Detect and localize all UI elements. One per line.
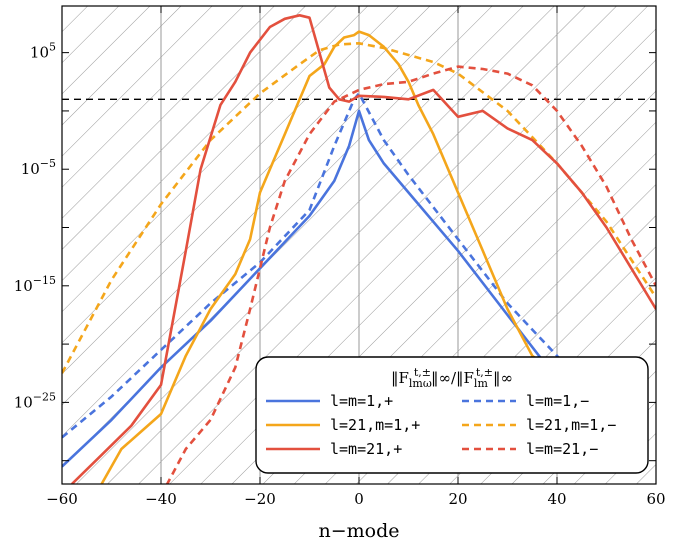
- x-tick-label: −40: [145, 490, 177, 508]
- legend: ‖Flmωt,±‖∞/‖Flmt,±‖∞ l=m=1,+ l=m=1,− l=21,…: [255, 356, 649, 474]
- x-tick-label: 0: [354, 490, 364, 508]
- x-tick-label: −60: [46, 490, 78, 508]
- series-line-3: [100, 30, 618, 484]
- x-tick-label: 60: [646, 490, 665, 508]
- series-line-4: [62, 41, 656, 374]
- legend-label: l=m=21,−: [526, 440, 598, 458]
- x-tick-label: 20: [448, 490, 467, 508]
- y-tick-labels: 105 10−5 10−15 10−25: [14, 41, 56, 412]
- y-tick-label: 10−15: [14, 274, 56, 295]
- legend-label: l=21,m=1,−: [526, 416, 616, 434]
- legend-title: ‖Flmωt,±‖∞/‖Flmt,±‖∞: [391, 366, 513, 390]
- y-tick-label: 10−5: [21, 157, 56, 178]
- legend-label: l=m=1,−: [526, 392, 589, 410]
- legend-box: [255, 356, 649, 474]
- legend-items: l=m=1,+ l=m=1,− l=21,m=1,+ l=21,m=1,− l=m=21…: [266, 392, 616, 458]
- y-tick-label: 10−25: [14, 390, 56, 411]
- y-tick-label: 105: [30, 41, 56, 62]
- legend-label: l=21,m=1,+: [330, 416, 420, 434]
- series-line-1: [62, 109, 583, 468]
- x-axis-title: n−mode: [318, 520, 399, 542]
- series-lines: [62, 14, 656, 484]
- x-tick-label: 40: [547, 490, 566, 508]
- legend-label: l=m=21,+: [330, 440, 402, 458]
- x-tick-label: −20: [244, 490, 276, 508]
- x-tick-labels: −60 −40 −20 0 20 40 60: [46, 490, 665, 508]
- axis-ticks: [61, 6, 657, 484]
- series-line-6: [165, 65, 656, 484]
- legend-label: l=m=1,+: [330, 392, 393, 410]
- series-line-5: [70, 14, 656, 484]
